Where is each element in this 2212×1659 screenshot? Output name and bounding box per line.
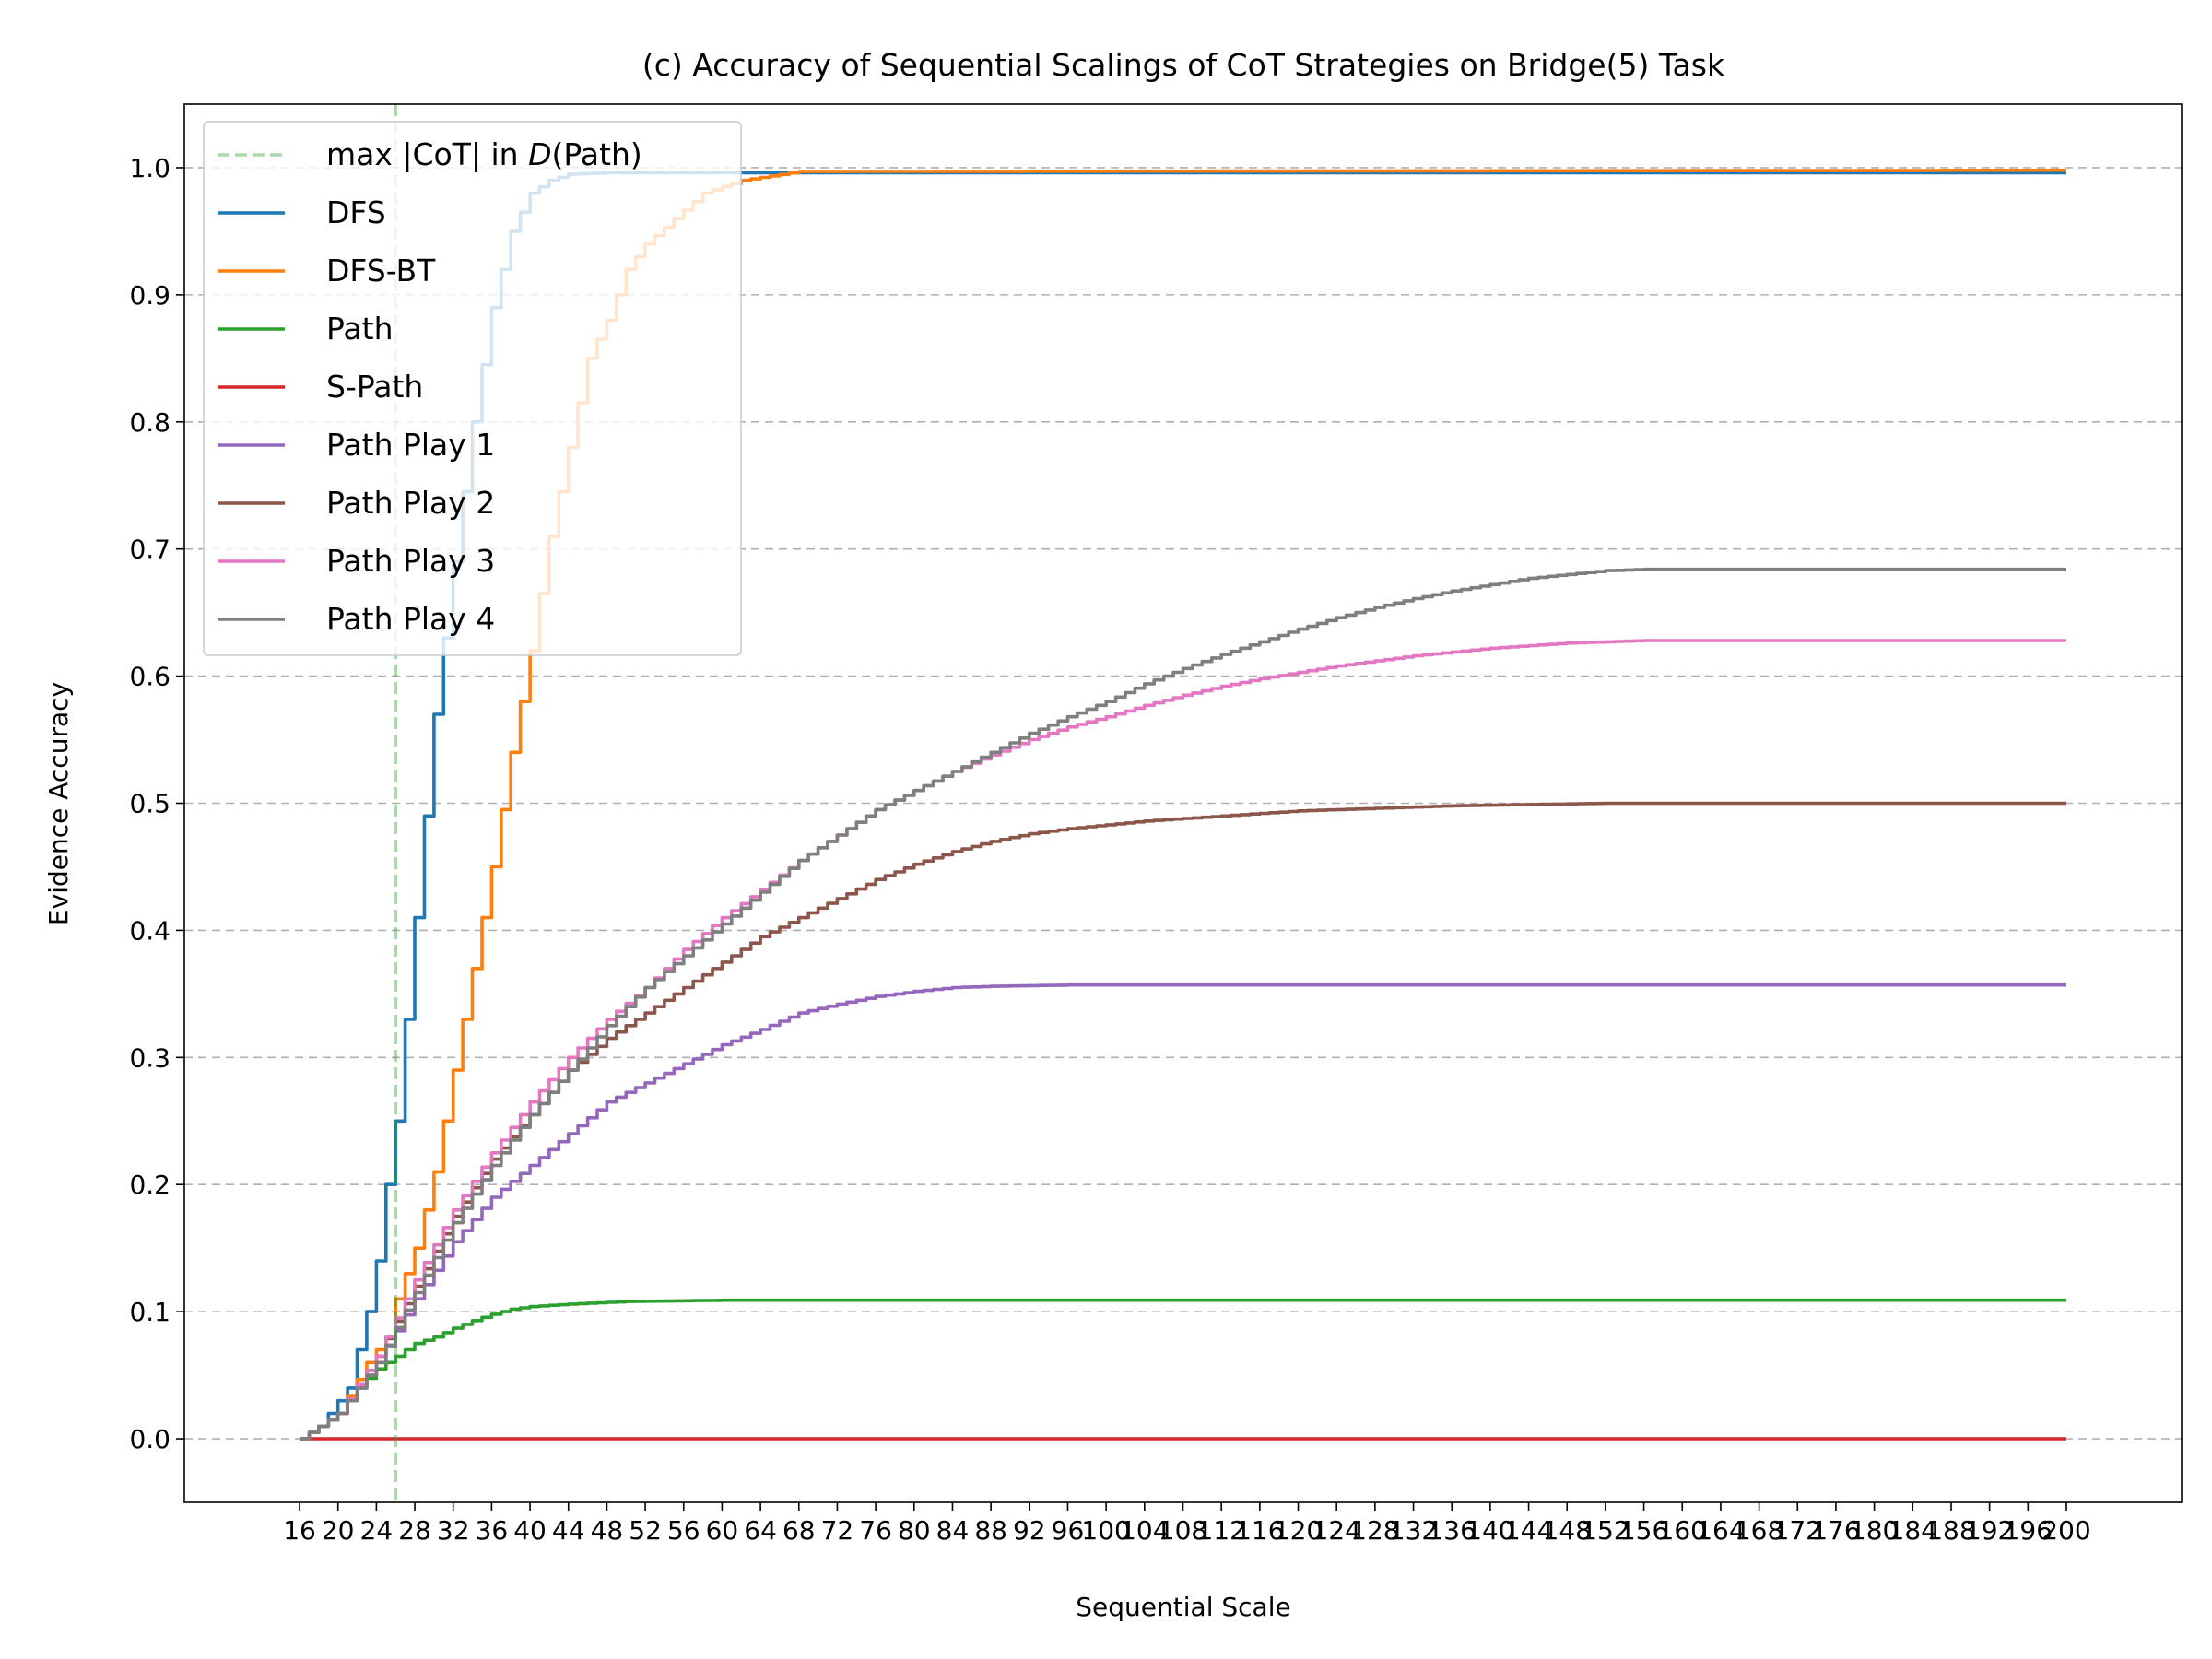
x-tick-label: 188 (1926, 1515, 1975, 1546)
legend: max |CoT| in D(Path) DFS DFS-BT Path S-Path P… (203, 121, 742, 656)
y-axis: 0.0 0.1 0.2 0.3 0.4 0.5 0.6 0.7 0.8 0.9 1.0 (129, 153, 184, 1454)
legend-label: Path Play 3 (326, 543, 495, 579)
x-tick-label: 24 (360, 1515, 394, 1546)
x-tick-label: 28 (398, 1515, 431, 1546)
x-tick-label: 180 (1850, 1515, 1899, 1546)
legend-entry: Path Play 2 (218, 485, 495, 521)
legend-label: S-Path (326, 369, 423, 405)
x-tick-label: 64 (744, 1515, 777, 1546)
x-tick-label: 84 (936, 1515, 970, 1546)
x-tick-label: 192 (1965, 1515, 2014, 1546)
x-tick-label: 92 (1013, 1515, 1046, 1546)
y-tick-label: 0.9 (129, 280, 171, 311)
y-tick-label: 0.3 (129, 1042, 171, 1073)
legend-entry: Path Play 3 (218, 543, 495, 579)
x-tick-label: 160 (1658, 1515, 1707, 1546)
legend-entry: Path Play 4 (218, 601, 495, 637)
legend-entry: DFS-BT (218, 253, 436, 288)
x-axis: 16 20 24 28 32 36 40 44 48 52 56 60 64 68 72 76 80 84 88 92… (283, 1502, 2091, 1546)
x-tick-label: 132 (1389, 1515, 1438, 1546)
x-tick-label: 196 (2004, 1515, 2053, 1546)
y-tick-label: 0.4 (129, 915, 171, 946)
legend-label: Path Play 2 (326, 485, 495, 521)
x-tick-label: 140 (1465, 1515, 1514, 1546)
x-tick-label: 136 (1427, 1515, 1476, 1546)
x-tick-label: 152 (1581, 1515, 1630, 1546)
x-tick-label: 56 (667, 1515, 700, 1546)
legend-label: DFS-BT (326, 253, 436, 288)
x-tick-label: 168 (1735, 1515, 1783, 1546)
legend-label: DFS (326, 194, 386, 230)
x-tick-label: 148 (1543, 1515, 1592, 1546)
series-line-path (300, 1298, 2066, 1441)
x-tick-label: 156 (1619, 1515, 1668, 1546)
x-tick-label: 20 (322, 1515, 355, 1546)
x-tick-label: 60 (706, 1515, 739, 1546)
series-line-path-play-4 (300, 567, 2066, 1441)
legend-label: Path Play 4 (326, 601, 495, 637)
y-tick-label: 1.0 (129, 153, 171, 183)
x-tick-label: 44 (552, 1515, 585, 1546)
legend-label: max |CoT| in D(Path) (326, 136, 642, 172)
x-tick-label: 36 (476, 1515, 509, 1546)
legend-entry: S-Path (218, 369, 423, 405)
x-tick-label: 88 (974, 1515, 1007, 1546)
x-tick-label: 120 (1274, 1515, 1323, 1546)
series-line-path-play-1 (300, 982, 2066, 1441)
x-tick-label: 72 (821, 1515, 854, 1546)
y-tick-label: 0.6 (129, 662, 171, 692)
x-tick-label: 112 (1196, 1515, 1245, 1546)
plot-series (300, 104, 2066, 1502)
legend-label: Path (326, 311, 394, 347)
legend-entry: max |CoT| in D(Path) (218, 136, 642, 172)
series-line-path-play-3 (300, 639, 2066, 1441)
x-tick-label: 108 (1159, 1515, 1207, 1546)
x-tick-label: 96 (1052, 1515, 1085, 1546)
x-tick-label: 176 (1811, 1515, 1860, 1546)
x-tick-label: 52 (629, 1515, 662, 1546)
x-tick-label: 164 (1696, 1515, 1745, 1546)
x-tick-label: 104 (1120, 1515, 1169, 1546)
x-tick-label: 80 (898, 1515, 931, 1546)
y-tick-label: 0.0 (129, 1424, 171, 1454)
x-tick-label: 144 (1504, 1515, 1553, 1546)
x-tick-label: 124 (1312, 1515, 1360, 1546)
x-axis-label: Sequential Scale (1076, 1592, 1290, 1622)
y-tick-label: 0.1 (129, 1297, 171, 1327)
x-tick-label: 200 (2041, 1515, 2090, 1546)
x-tick-label: 100 (1081, 1515, 1130, 1546)
y-axis-label: Evidence Accuracy (43, 682, 74, 925)
y-tick-label: 0.5 (129, 789, 171, 819)
x-tick-label: 40 (513, 1515, 547, 1546)
x-tick-label: 128 (1350, 1515, 1399, 1546)
legend-entry: Path (218, 311, 394, 347)
x-tick-label: 172 (1773, 1515, 1822, 1546)
y-tick-label: 0.2 (129, 1170, 171, 1200)
legend-entry: Path Play 1 (218, 427, 495, 463)
y-tick-label: 0.7 (129, 535, 171, 565)
legend-label: Path Play 1 (326, 427, 495, 463)
x-tick-label: 68 (782, 1515, 816, 1546)
x-tick-label: 76 (859, 1515, 892, 1546)
x-tick-label: 32 (437, 1515, 470, 1546)
series-line-dfs-bt (300, 168, 2066, 1441)
x-tick-label: 48 (591, 1515, 624, 1546)
x-tick-label: 184 (1888, 1515, 1937, 1546)
x-tick-label: 116 (1235, 1515, 1284, 1546)
x-tick-label: 16 (283, 1515, 316, 1546)
chart-title: (c) Accuracy of Sequential Scalings of C… (642, 47, 1725, 83)
legend-box (203, 121, 742, 656)
y-tick-label: 0.8 (129, 407, 171, 438)
legend-entry: DFS (218, 194, 386, 230)
